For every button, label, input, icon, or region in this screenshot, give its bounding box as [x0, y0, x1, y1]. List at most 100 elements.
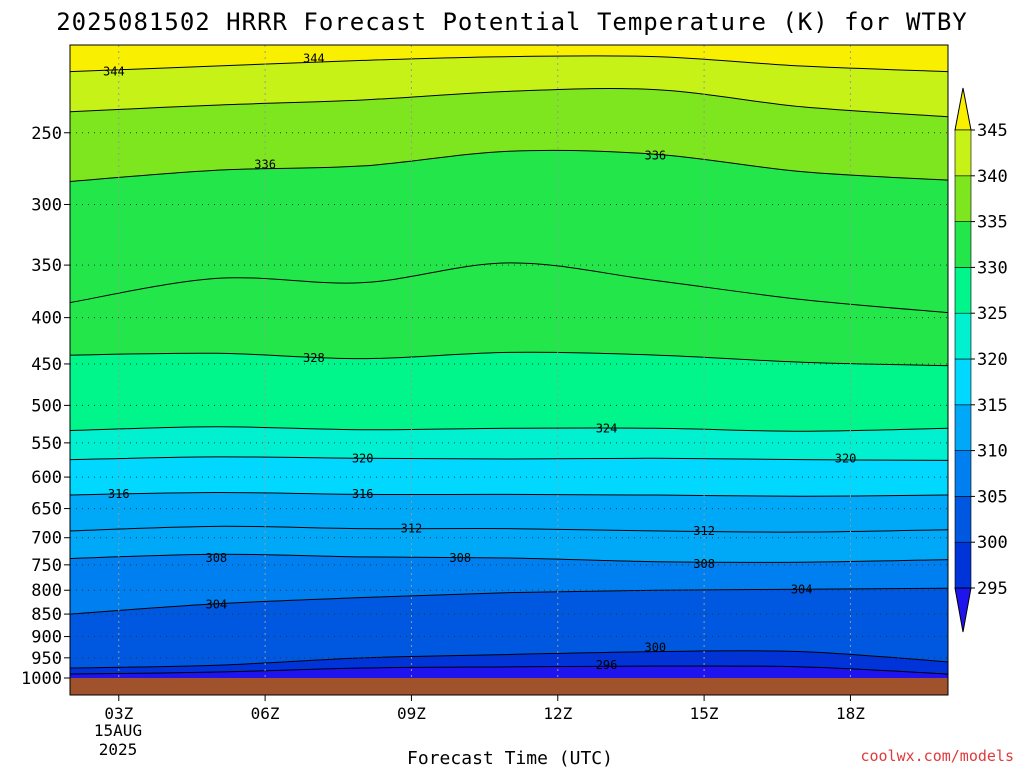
- grid-lines: [70, 45, 948, 678]
- colorbar-bottom-extend: [954, 587, 972, 633]
- contour-label-text: 344: [303, 52, 325, 66]
- colorbar-segment: [954, 312, 972, 360]
- contour-label: 344: [103, 65, 125, 79]
- contour-label-text: 328: [303, 351, 325, 365]
- contour-label: 336: [254, 157, 276, 171]
- y-tick-label: 500: [31, 396, 62, 416]
- isentrope-312: [70, 525, 948, 533]
- contour-label: 316: [108, 487, 130, 501]
- band-312: [70, 492, 948, 533]
- band-cold: [70, 665, 948, 678]
- colorbar-tick-label: 325: [977, 304, 1008, 324]
- y-axis-ticks: 250 300 350 400 450 500 550 600 650 700 750 800 850 9…: [21, 124, 70, 689]
- x-axis-label: Forecast Time (UTC): [407, 748, 613, 768]
- band-316: [70, 456, 948, 497]
- contour-label-text: 316: [108, 487, 130, 501]
- contour-label-text: 312: [693, 524, 715, 538]
- contour-label-text: 336: [254, 157, 276, 171]
- contour-label: 320: [352, 451, 374, 465]
- y-tick-label: 600: [31, 468, 62, 488]
- band-296: [70, 650, 948, 675]
- band-300: [70, 588, 948, 669]
- colorbar-segment: [954, 496, 972, 543]
- band-340: [70, 55, 948, 117]
- x-tick-label: 18Z: [836, 704, 865, 723]
- contour-label: 312: [693, 524, 715, 538]
- contour-label-text: 304: [205, 598, 227, 612]
- colorbar-tick-label: 335: [977, 213, 1008, 233]
- isentrope-320: [70, 456, 948, 461]
- y-tick-label: 250: [31, 124, 62, 144]
- contour-label-text: 296: [596, 658, 618, 672]
- contour-label-text: 308: [205, 551, 227, 565]
- contour-label: 320: [835, 451, 857, 465]
- y-tick-label: 1000: [21, 669, 62, 689]
- colorbar-tick-label: 315: [977, 396, 1008, 416]
- colorbar-tick-label: 300: [977, 533, 1008, 553]
- plot-frame: [69, 44, 949, 696]
- x-tick-label: 09Z: [397, 704, 426, 723]
- contour-label-text: 320: [352, 451, 374, 465]
- y-tick-label: 800: [31, 581, 62, 601]
- contour-label: 336: [644, 149, 666, 163]
- x-year-label: 2025: [99, 740, 138, 759]
- colorbar-segment: [954, 358, 972, 406]
- contour-label-text: 316: [352, 487, 374, 501]
- credit-text: coolwx.com/models: [860, 747, 1014, 765]
- contour-label: 328: [303, 351, 325, 365]
- contour-label-text: 336: [644, 149, 666, 163]
- contour-label: 344: [303, 52, 325, 66]
- contour-label-text: 324: [596, 421, 618, 435]
- band-344: [70, 45, 948, 72]
- colorbar-segment: [954, 541, 972, 589]
- colorbar-segment: [954, 267, 972, 314]
- terrain-fill: [70, 678, 948, 695]
- isentrope-316: [70, 492, 948, 497]
- band-308: [70, 526, 948, 563]
- colorbar-tick-label: 320: [977, 350, 1008, 370]
- y-tick-label: 700: [31, 529, 62, 549]
- colorbar: 295 300 305 310 315 320 325 330 335 340 345: [954, 87, 1008, 633]
- colorbar-tick-label: 345: [977, 121, 1008, 141]
- contour-label: 312: [401, 522, 423, 536]
- colorbar-segment: [954, 129, 972, 177]
- contour-label-text: 308: [693, 557, 715, 571]
- isentrope-308: [70, 553, 948, 563]
- contour-labels: 344 344 336 336 328 324 320 320 316 316 312 312 308 3…: [103, 52, 856, 673]
- x-axis-ticks: 03Z 06Z 09Z 12Z 15Z 18Z: [104, 695, 865, 723]
- isentrope-332: [70, 262, 948, 314]
- x-tick-label: 15Z: [690, 704, 719, 723]
- band-332: [70, 150, 948, 313]
- band-320: [70, 426, 948, 461]
- isentrope-300: [70, 650, 948, 669]
- isentrope-lines: [70, 55, 948, 675]
- contour-label: 308: [693, 557, 715, 571]
- y-tick-label: 950: [31, 649, 62, 669]
- isentrope-324: [70, 426, 948, 432]
- band-328: [70, 262, 948, 366]
- y-tick-label: 350: [31, 256, 62, 276]
- isentrope-336: [70, 149, 948, 183]
- contour-label: 316: [352, 487, 374, 501]
- colorbar-tick-label: 340: [977, 167, 1008, 187]
- contour-label-text: 320: [835, 451, 857, 465]
- colorbar-tick-label: 330: [977, 258, 1008, 278]
- contour-label-text: 300: [644, 640, 666, 654]
- y-tick-label: 300: [31, 195, 62, 215]
- contour-label: 304: [791, 583, 813, 597]
- colorbar-tick-label: 305: [977, 487, 1008, 507]
- contour-label: 296: [596, 658, 618, 672]
- colorbar-tick-label: 295: [977, 579, 1008, 599]
- contour-label-text: 304: [791, 583, 813, 597]
- contour-label: 308: [449, 551, 471, 565]
- contour-label-text: 308: [449, 551, 471, 565]
- colorbar-segment: [954, 221, 972, 268]
- x-tick-label: 03Z: [104, 704, 133, 723]
- colorbar-segment: [954, 175, 972, 222]
- x-date-label: 15AUG: [94, 721, 142, 740]
- colorbar-segment: [954, 450, 972, 497]
- colorbar-tick-label: 310: [977, 442, 1008, 462]
- x-tick-label: 12Z: [543, 704, 572, 723]
- isentrope-340: [70, 87, 948, 118]
